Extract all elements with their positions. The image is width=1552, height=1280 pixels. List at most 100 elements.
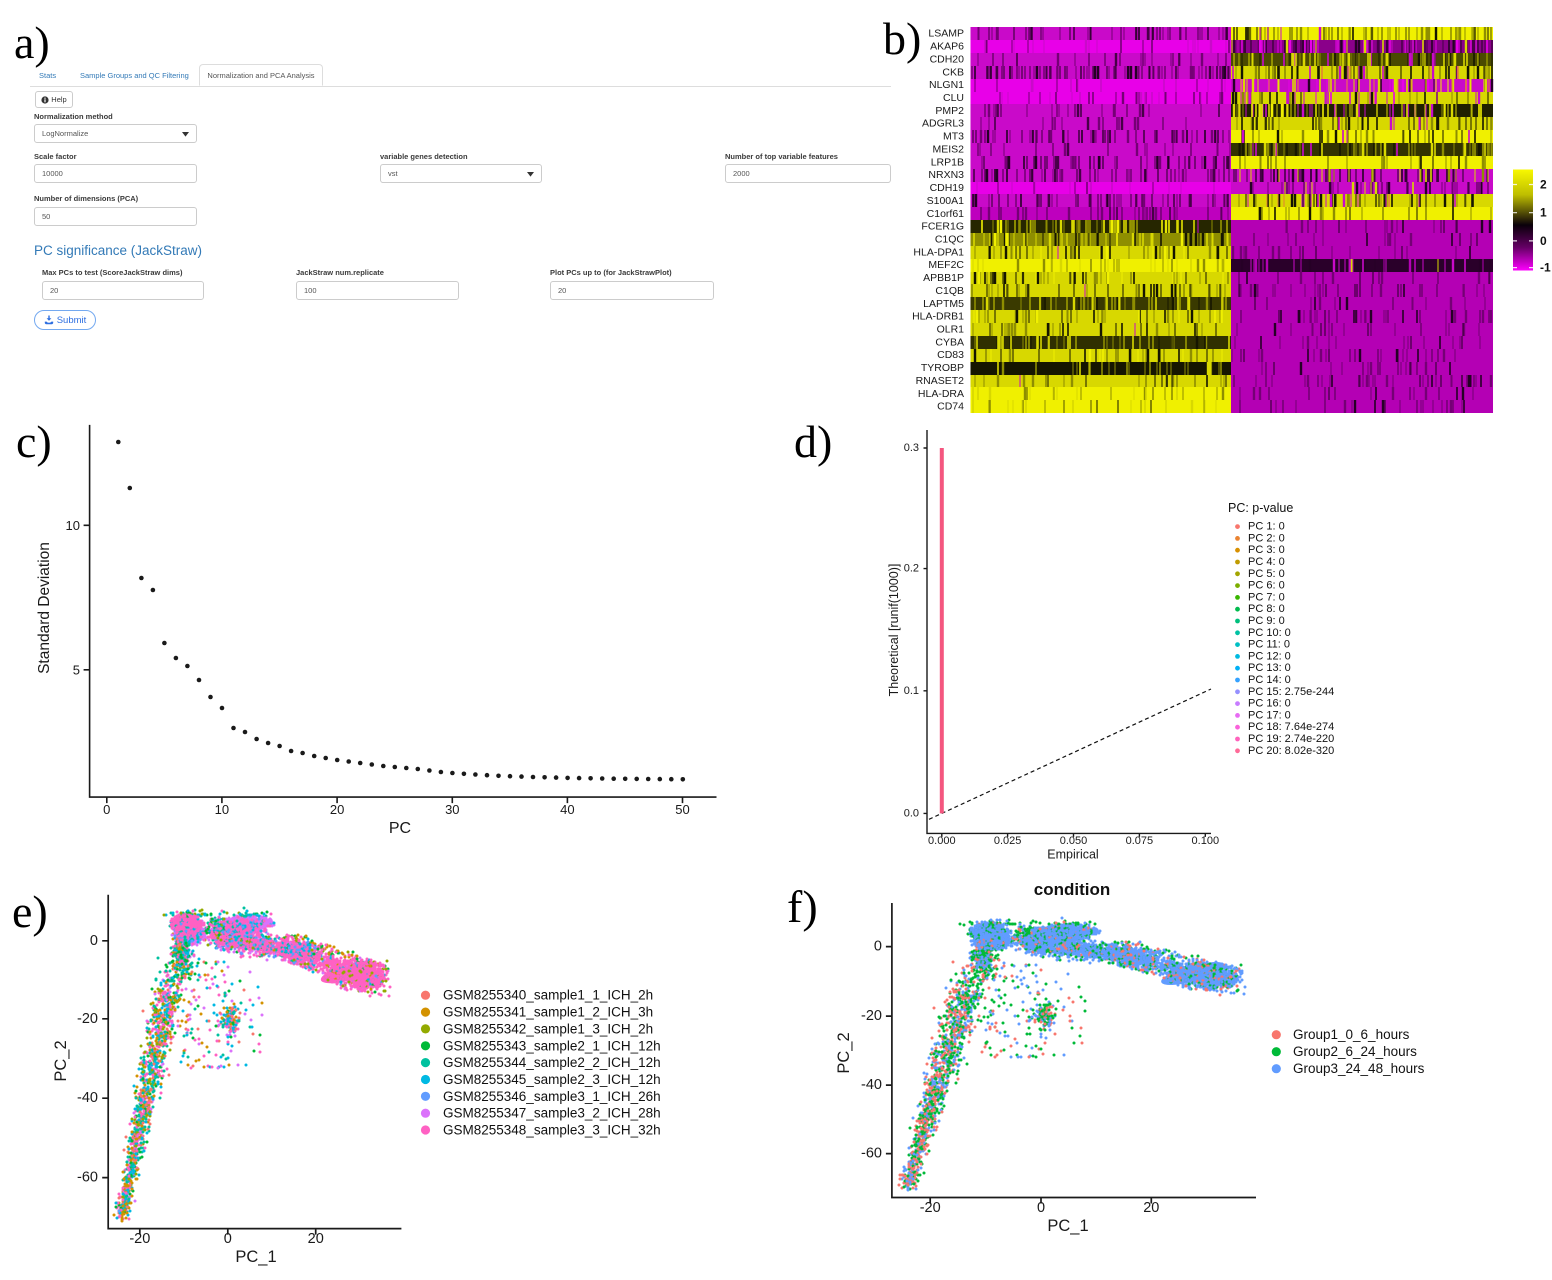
svg-text:OLR1: OLR1 — [937, 324, 965, 336]
svg-text:CD74: CD74 — [937, 401, 964, 413]
svg-text:GSM8255340_sample1_1_ICH_2h: GSM8255340_sample1_1_ICH_2h — [443, 988, 653, 1003]
svg-text:GSM8255346_sample3_1_ICH_26h: GSM8255346_sample3_1_ICH_26h — [443, 1089, 661, 1104]
svg-text:GSM8255345_sample2_3_ICH_12h: GSM8255345_sample2_3_ICH_12h — [443, 1072, 661, 1087]
svg-text:PC_2: PC_2 — [835, 1032, 853, 1073]
svg-text:CDH20: CDH20 — [930, 54, 965, 66]
svg-text:20: 20 — [1143, 1200, 1159, 1216]
svg-text:PC 16: 0: PC 16: 0 — [1248, 698, 1291, 710]
svg-text:PC 11: 0: PC 11: 0 — [1248, 639, 1290, 651]
svg-text:PMP2: PMP2 — [935, 105, 964, 117]
svg-text:MT3: MT3 — [943, 131, 964, 143]
svg-text:PC_1: PC_1 — [1047, 1217, 1088, 1235]
svg-text:PC 6: 0: PC 6: 0 — [1248, 580, 1285, 592]
svg-text:LAPTM5: LAPTM5 — [923, 298, 964, 310]
svg-text:Group2_6_24_hours: Group2_6_24_hours — [1293, 1044, 1417, 1059]
svg-text:1: 1 — [1540, 206, 1547, 220]
svg-text:PC 15: 2.75e-244: PC 15: 2.75e-244 — [1248, 686, 1334, 698]
svg-text:20: 20 — [308, 1231, 324, 1247]
svg-text:C1orf61: C1orf61 — [927, 208, 965, 220]
svg-text:0.1: 0.1 — [904, 685, 919, 697]
svg-text:PC 1: 0: PC 1: 0 — [1248, 521, 1285, 533]
svg-text:CD83: CD83 — [937, 349, 964, 361]
svg-text:40: 40 — [560, 802, 574, 817]
svg-text:-40: -40 — [861, 1077, 882, 1093]
svg-text:PC 20: 8.02e-320: PC 20: 8.02e-320 — [1248, 745, 1334, 757]
svg-text:PC_1: PC_1 — [235, 1248, 276, 1266]
svg-text:GSM8255341_sample1_2_ICH_3h: GSM8255341_sample1_2_ICH_3h — [443, 1005, 653, 1020]
svg-text:HLA-DRA: HLA-DRA — [918, 388, 964, 400]
svg-text:0.025: 0.025 — [994, 835, 1022, 847]
svg-text:5: 5 — [73, 662, 80, 677]
svg-text:0: 0 — [1037, 1200, 1045, 1216]
svg-text:0.050: 0.050 — [1060, 835, 1088, 847]
svg-text:-40: -40 — [77, 1090, 98, 1106]
svg-text:PC 3: 0: PC 3: 0 — [1248, 544, 1285, 556]
svg-text:-60: -60 — [861, 1146, 882, 1162]
svg-text:0.3: 0.3 — [904, 442, 919, 454]
svg-text:-1: -1 — [1540, 261, 1551, 275]
svg-text:Group1_0_6_hours: Group1_0_6_hours — [1293, 1027, 1410, 1042]
svg-text:30: 30 — [445, 802, 459, 817]
svg-text:PC 5: 0: PC 5: 0 — [1248, 568, 1285, 580]
svg-text:NLGN1: NLGN1 — [929, 79, 964, 91]
svg-text:CLU: CLU — [943, 92, 964, 104]
svg-text:C1QC: C1QC — [935, 234, 965, 246]
svg-text:HLA-DPA1: HLA-DPA1 — [913, 246, 964, 258]
svg-text:10: 10 — [215, 802, 229, 817]
svg-text:0: 0 — [103, 802, 110, 817]
svg-text:PC 14: 0: PC 14: 0 — [1248, 674, 1291, 686]
svg-text:GSM8255343_sample2_1_ICH_12h: GSM8255343_sample2_1_ICH_12h — [443, 1038, 661, 1053]
svg-text:LSAMP: LSAMP — [928, 28, 964, 40]
svg-text:PC: PC — [389, 820, 411, 837]
svg-text:0.000: 0.000 — [928, 835, 956, 847]
svg-text:PC 13: 0: PC 13: 0 — [1248, 662, 1291, 674]
svg-text:0: 0 — [90, 933, 98, 949]
svg-text:MEIS2: MEIS2 — [932, 144, 964, 156]
svg-text:PC_2: PC_2 — [52, 1040, 70, 1081]
svg-text:0: 0 — [224, 1231, 232, 1247]
svg-text:PC 10: 0: PC 10: 0 — [1248, 627, 1291, 639]
svg-text:PC 17: 0: PC 17: 0 — [1248, 709, 1291, 721]
svg-text:0: 0 — [1540, 234, 1547, 248]
svg-text:CDH19: CDH19 — [930, 182, 965, 194]
svg-text:0.0: 0.0 — [904, 807, 919, 819]
svg-text:PC 4: 0: PC 4: 0 — [1248, 556, 1285, 568]
svg-text:-20: -20 — [77, 1011, 98, 1027]
svg-text:50: 50 — [675, 802, 689, 817]
svg-text:GSM8255348_sample3_3_ICH_32h: GSM8255348_sample3_3_ICH_32h — [443, 1123, 661, 1138]
svg-text:PC 2: 0: PC 2: 0 — [1248, 532, 1285, 544]
svg-text:-20: -20 — [861, 1008, 882, 1024]
svg-text:LRP1B: LRP1B — [931, 156, 964, 168]
svg-text:NRXN3: NRXN3 — [928, 169, 964, 181]
svg-text:0.075: 0.075 — [1126, 835, 1154, 847]
svg-text:GSM8255347_sample3_2_ICH_28h: GSM8255347_sample3_2_ICH_28h — [443, 1106, 661, 1121]
svg-text:C1QB: C1QB — [935, 285, 964, 297]
svg-text:TYROBP: TYROBP — [921, 362, 964, 374]
svg-text:GSM8255342_sample1_3_ICH_2h: GSM8255342_sample1_3_ICH_2h — [443, 1021, 653, 1036]
svg-text:S100A1: S100A1 — [927, 195, 965, 207]
svg-text:Theoretical [runif(1000)]: Theoretical [runif(1000)] — [887, 564, 901, 697]
svg-text:-60: -60 — [77, 1170, 98, 1186]
svg-text:10: 10 — [66, 518, 80, 533]
svg-text:2: 2 — [1540, 178, 1547, 192]
svg-text:FCER1G: FCER1G — [921, 221, 964, 233]
svg-text:-20: -20 — [920, 1200, 941, 1216]
svg-text:0.100: 0.100 — [1192, 835, 1220, 847]
svg-text:RNASET2: RNASET2 — [916, 375, 965, 387]
svg-text:-20: -20 — [129, 1231, 150, 1247]
svg-text:PC 8: 0: PC 8: 0 — [1248, 603, 1285, 615]
svg-text:Empirical: Empirical — [1047, 848, 1098, 862]
svg-text:0: 0 — [874, 939, 882, 955]
svg-text:condition: condition — [1034, 880, 1110, 899]
svg-text:Group3_24_48_hours: Group3_24_48_hours — [1293, 1061, 1425, 1076]
svg-text:MEF2C: MEF2C — [928, 259, 964, 271]
svg-text:ADGRL3: ADGRL3 — [922, 118, 964, 130]
svg-text:PC 12: 0: PC 12: 0 — [1248, 650, 1291, 662]
svg-text:APBB1P: APBB1P — [923, 272, 964, 284]
svg-text:0.2: 0.2 — [904, 563, 919, 575]
svg-text:PC 18: 7.64e-274: PC 18: 7.64e-274 — [1248, 721, 1334, 733]
svg-text:PC: p-value: PC: p-value — [1228, 501, 1293, 515]
svg-text:GSM8255344_sample2_2_ICH_12h: GSM8255344_sample2_2_ICH_12h — [443, 1055, 661, 1070]
svg-text:PC 7: 0: PC 7: 0 — [1248, 591, 1285, 603]
svg-text:HLA-DRB1: HLA-DRB1 — [912, 311, 964, 323]
